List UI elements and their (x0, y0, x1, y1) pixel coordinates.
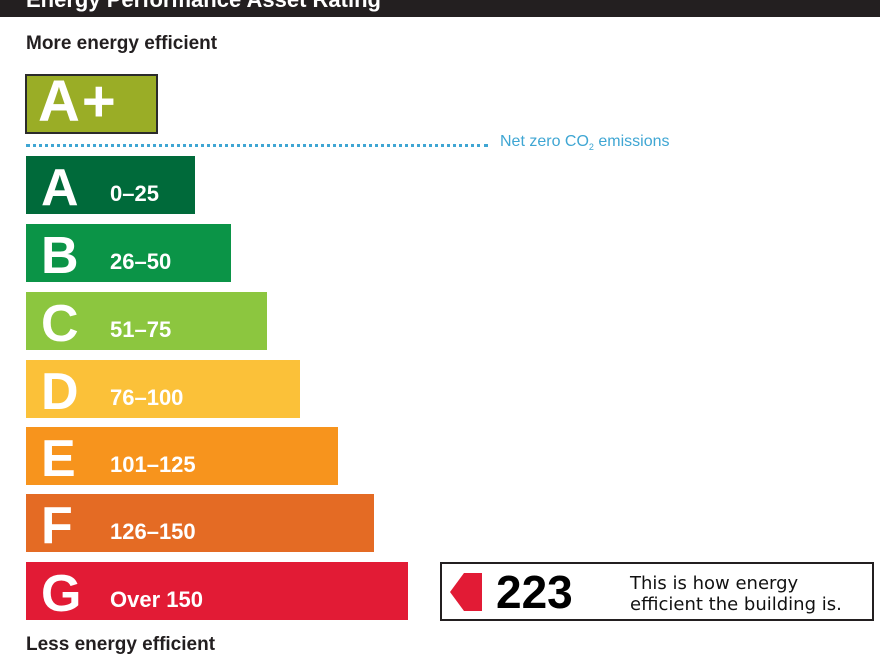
more-efficient-label: More energy efficient (26, 33, 218, 54)
less-efficient-label: Less energy efficient (26, 634, 216, 655)
band-b-letter: B (41, 227, 79, 285)
net-zero-dotted-line (26, 144, 488, 147)
band-e-range: 101–125 (110, 452, 196, 477)
rating-arrow-shape (450, 573, 482, 611)
band-a: A 0–25 (26, 156, 195, 214)
band-d: D 76–100 (26, 360, 300, 418)
band-a-letter: A (41, 159, 79, 217)
net-zero-label: Net zero CO2 emissions (500, 133, 670, 152)
net-zero-suffix: emissions (593, 133, 670, 150)
rating-caption: This is how energy efficient the buildin… (630, 573, 842, 615)
title-bar: Energy Performance Asset Rating (0, 0, 880, 17)
band-b-range: 26–50 (110, 249, 172, 274)
band-f-letter: F (41, 497, 73, 555)
band-d-range: 76–100 (110, 385, 184, 410)
band-b: B 26–50 (26, 224, 231, 282)
band-c-range: 51–75 (110, 317, 172, 342)
rating-indicator: 223 This is how energy efficient the bui… (440, 562, 874, 621)
band-g-range: Over 150 (110, 587, 203, 612)
page-title: Energy Performance Asset Rating (26, 0, 381, 13)
band-d-letter: D (41, 363, 79, 421)
band-aplus-letter: A+ (38, 69, 118, 134)
band-e-letter: E (41, 430, 76, 488)
rating-value: 223 (496, 566, 573, 618)
net-zero-text: Net zero CO (500, 133, 589, 150)
band-c: C 51–75 (26, 292, 267, 350)
band-g-letter: G (41, 565, 82, 623)
band-e: E 101–125 (26, 427, 338, 485)
band-c-letter: C (41, 295, 79, 353)
band-f-range: 126–150 (110, 519, 196, 544)
band-a-range: 0–25 (110, 181, 159, 206)
band-f: F 126–150 (26, 494, 374, 552)
net-zero-subscript: 2 (588, 142, 594, 153)
band-aplus: A+ (25, 69, 158, 134)
band-g: G Over 150 (26, 562, 408, 620)
rating-arrow-icon (450, 573, 482, 611)
